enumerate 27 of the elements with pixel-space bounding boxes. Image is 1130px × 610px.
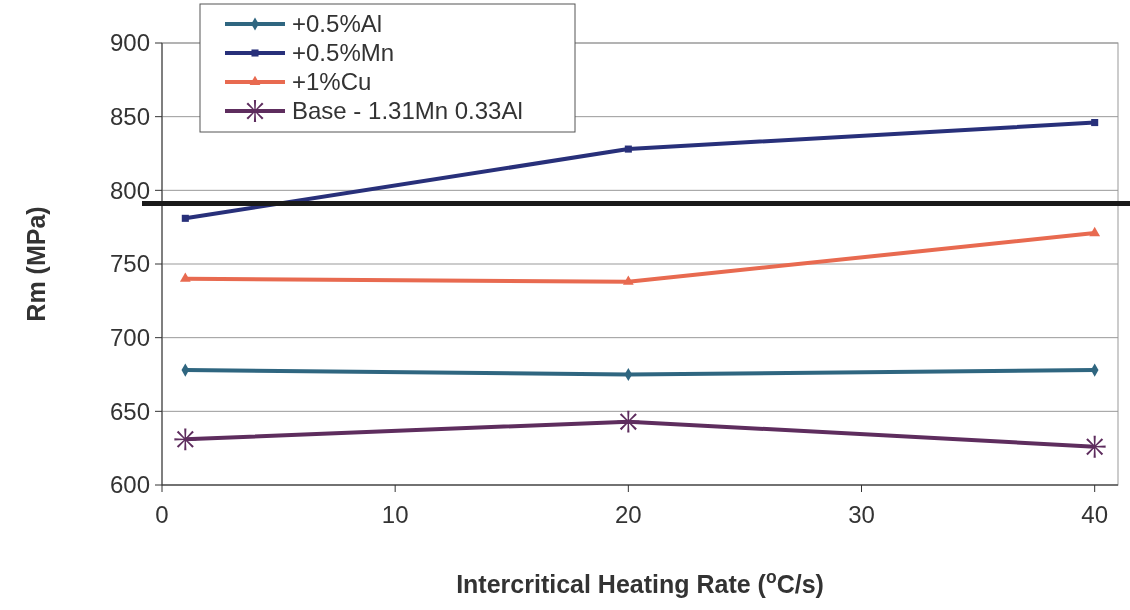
point bbox=[1083, 435, 1106, 458]
x-tick-label: 0 bbox=[155, 501, 169, 528]
point bbox=[174, 428, 197, 451]
legend-label: +1%Cu bbox=[292, 68, 372, 96]
x-tick-label: 20 bbox=[614, 501, 642, 528]
x-tick-label: 30 bbox=[848, 501, 875, 528]
y-tick-label: 600 bbox=[109, 471, 150, 499]
y-tick-label: 650 bbox=[109, 397, 150, 425]
y-tick-label: 850 bbox=[109, 103, 150, 131]
legend-label: +0.5%Al bbox=[292, 10, 383, 38]
x-tick-label: 40 bbox=[1081, 501, 1109, 528]
point bbox=[617, 410, 640, 433]
point bbox=[179, 272, 191, 282]
y-tick-label: 800 bbox=[109, 176, 150, 204]
point bbox=[1091, 119, 1099, 127]
y-tick-label: 900 bbox=[109, 29, 150, 57]
point bbox=[1089, 226, 1101, 237]
legend-label: Base - 1.31Mn 0.33Al bbox=[292, 97, 523, 125]
legend-label: +0.5%Mn bbox=[292, 39, 395, 67]
y-tick-label: 750 bbox=[109, 250, 150, 278]
x-tick-label: 10 bbox=[381, 501, 409, 528]
point bbox=[624, 145, 632, 153]
y-tick-label: 700 bbox=[109, 324, 150, 352]
point bbox=[622, 275, 634, 285]
x-axis-title: Intercritical Heating Rate ($^{o}$C/s) bbox=[456, 567, 824, 598]
y-axis-title: Rm (MPa) bbox=[22, 206, 50, 322]
point bbox=[181, 214, 189, 222]
